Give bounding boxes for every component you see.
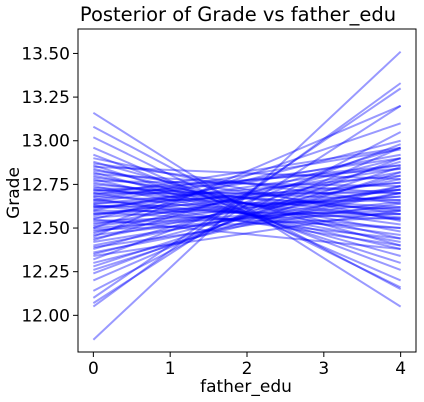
posterior-line-64 (93, 171, 401, 271)
posterior-line-61 (93, 146, 401, 242)
posterior-line-52 (93, 181, 401, 209)
y-tick-label: 12.50 (21, 219, 70, 239)
posterior-line-23 (93, 209, 401, 216)
posterior-line-41 (92, 136, 402, 289)
y-tick-label: 13.50 (21, 44, 70, 64)
posterior-line-58 (93, 162, 401, 205)
y-axis-label: Grade (4, 167, 24, 219)
posterior-line-14 (93, 192, 401, 243)
posterior-line-25 (93, 204, 401, 221)
x-tick-label: 1 (165, 359, 176, 379)
posterior-line-68 (93, 197, 401, 247)
posterior-line-57 (93, 169, 401, 216)
posterior-line-28 (93, 195, 401, 210)
posterior-line-80 (93, 167, 401, 193)
posterior-line-50 (93, 188, 401, 209)
posterior-line-17 (93, 188, 401, 233)
posterior-line-32 (93, 181, 401, 226)
posterior-line-6 (92, 131, 402, 292)
posterior-line-12 (93, 160, 401, 250)
posterior-line-63 (93, 192, 401, 254)
posterior-line-73 (93, 188, 401, 228)
posterior-line-19 (93, 171, 401, 226)
posterior-line-43 (93, 153, 401, 212)
posterior-line-49 (93, 148, 401, 202)
y-tick-label: 13.25 (21, 88, 70, 108)
y-tick-label: 13.00 (21, 132, 70, 152)
posterior-line-1 (92, 111, 402, 308)
posterior-line-35 (93, 171, 401, 257)
x-tick-label: 3 (318, 359, 329, 379)
posterior-line-15 (93, 178, 401, 240)
posterior-line-77 (93, 172, 401, 195)
posterior-line-54 (93, 213, 401, 224)
posterior-line-2 (92, 125, 402, 291)
posterior-line-79 (93, 146, 401, 196)
plot-lines (92, 50, 402, 341)
y-tick-label: 12.25 (21, 263, 70, 283)
posterior-line-18 (93, 206, 401, 230)
posterior-line-27 (93, 199, 401, 230)
posterior-line-42 (93, 174, 401, 205)
posterior-line-21 (93, 195, 401, 219)
x-tick-label: 0 (88, 359, 99, 379)
posterior-line-65 (93, 185, 401, 264)
posterior-line-51 (93, 195, 401, 216)
y-tick-label: 12.00 (21, 306, 70, 326)
posterior-line-36 (93, 167, 401, 240)
posterior-line-55 (93, 183, 401, 212)
posterior-line-78 (93, 165, 401, 181)
posterior-line-76 (93, 179, 401, 188)
posterior-line-66 (93, 209, 401, 257)
chart-title: Posterior of Grade vs father_edu (80, 3, 396, 26)
posterior-line-44 (93, 139, 401, 221)
posterior-line-30 (93, 188, 401, 219)
posterior-line-26 (93, 188, 401, 205)
posterior-line-31 (93, 185, 401, 243)
posterior-line-46 (92, 104, 402, 238)
posterior-line-60 (93, 157, 401, 235)
x-axis-label: father_edu (200, 377, 292, 397)
posterior-line-75 (93, 186, 401, 202)
posterior-line-53 (93, 167, 401, 217)
posterior-line-70 (93, 218, 401, 250)
posterior-line-24 (93, 199, 401, 209)
posterior-line-0 (92, 50, 402, 341)
posterior-line-34 (93, 174, 401, 233)
posterior-line-45 (93, 122, 401, 229)
posterior-line-59 (93, 157, 401, 223)
posterior-line-67 (93, 204, 401, 240)
posterior-line-29 (93, 192, 401, 237)
posterior-line-3 (92, 82, 402, 308)
posterior-line-13 (93, 185, 401, 247)
posterior-line-7 (92, 146, 402, 282)
posterior-line-10 (93, 143, 401, 261)
posterior-line-8 (93, 157, 401, 275)
posterior-line-33 (93, 178, 401, 250)
posterior-line-40 (92, 146, 402, 282)
y-ticks: 12.00 12.25 12.50 12.75 13.00 13.25 13.50 (21, 44, 78, 326)
x-tick-label: 4 (395, 359, 406, 379)
posterior-line-48 (93, 164, 401, 198)
posterior-line-9 (93, 165, 401, 268)
posterior-line-4 (92, 87, 402, 299)
x-ticks: 0 1 2 3 4 (88, 352, 406, 379)
posterior-line-20 (93, 209, 401, 223)
posterior-line-37 (93, 164, 401, 264)
posterior-line-11 (93, 174, 401, 256)
x-tick-label: 2 (242, 359, 253, 379)
posterior-line-39 (93, 153, 401, 271)
posterior-line-38 (93, 160, 401, 247)
posterior-line-71 (93, 164, 401, 210)
y-tick-label: 12.75 (21, 175, 70, 195)
posterior-line-22 (93, 181, 401, 216)
posterior-line-69 (93, 211, 401, 230)
posterior-line-16 (93, 200, 401, 237)
posterior-line-56 (93, 176, 401, 221)
posterior-line-5 (92, 104, 402, 304)
posterior-line-62 (93, 202, 401, 249)
posterior-line-74 (93, 216, 401, 231)
posterior-line-72 (93, 157, 401, 203)
